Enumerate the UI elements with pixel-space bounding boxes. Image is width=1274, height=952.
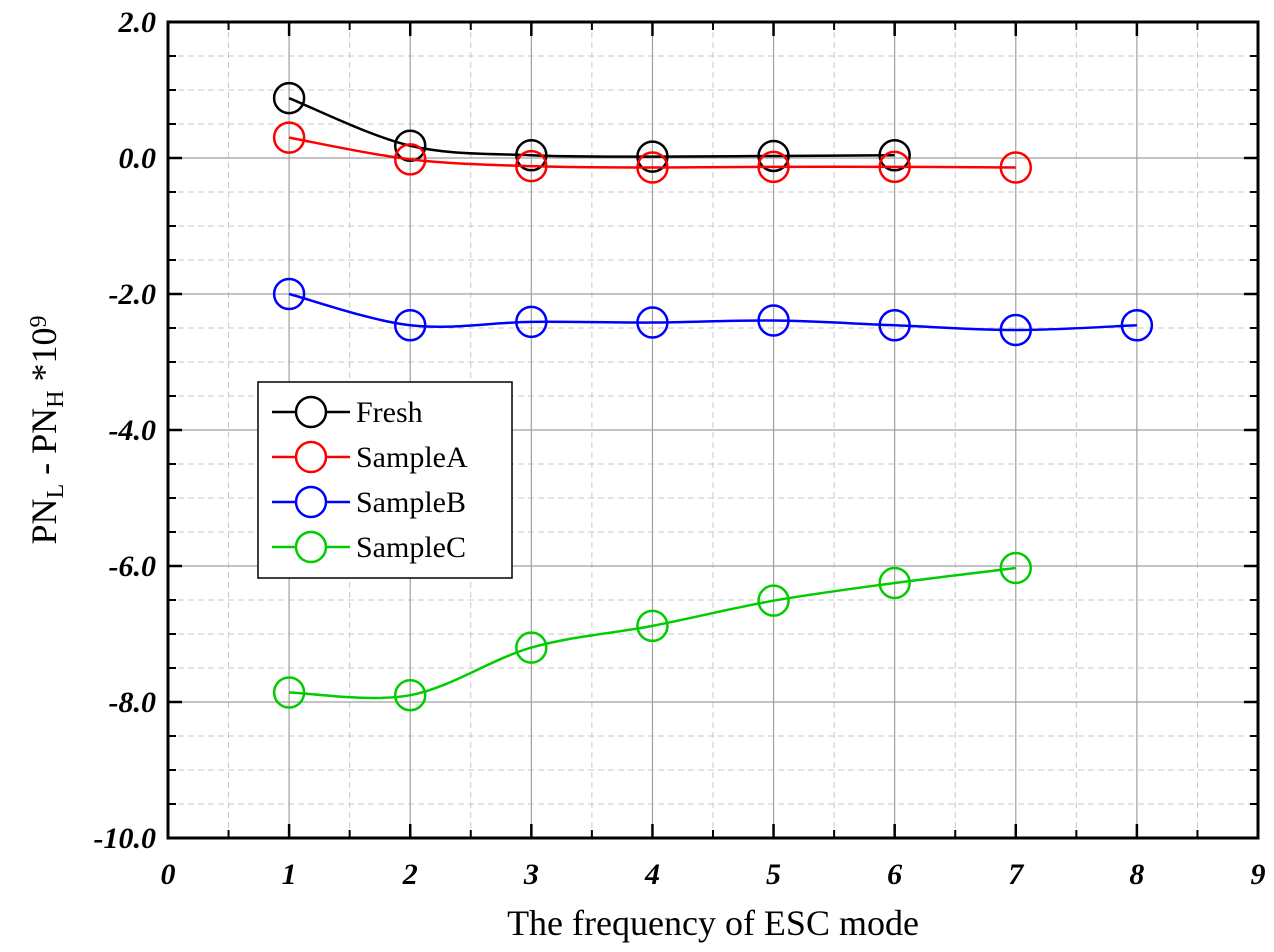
legend-marker	[294, 395, 328, 429]
legend-marker	[294, 485, 328, 519]
legend-item-sampleb: SampleB	[272, 485, 466, 519]
data-point-sampleb	[757, 304, 790, 337]
legend-marker	[294, 440, 328, 474]
y-tick-label: -2.0	[109, 278, 157, 311]
data-point-samplec	[515, 631, 548, 664]
y-tick-label: -8.0	[109, 686, 157, 719]
legend-item-samplea: SampleA	[272, 440, 468, 474]
data-point-samplec	[878, 566, 911, 600]
x-tick-label: 3	[523, 858, 539, 891]
data-point-fresh	[272, 81, 306, 115]
y-axis-title-part: 9	[26, 315, 52, 327]
data-point-samplea	[999, 151, 1033, 184]
grid	[168, 22, 1258, 838]
x-tick-label: 9	[1251, 858, 1266, 891]
data-point-sampleb	[1120, 309, 1154, 342]
y-axis-title-part: PN	[24, 499, 64, 545]
x-tick-label: 4	[644, 858, 660, 891]
axis-ticks	[166, 20, 1260, 840]
series-line-samplea	[288, 136, 1016, 169]
data-point-fresh	[636, 140, 669, 173]
data-point-samplea	[515, 149, 548, 183]
series-line-samplec	[289, 566, 1016, 700]
data-point-fresh	[515, 139, 548, 172]
y-tick-label: 2.0	[118, 6, 157, 39]
x-tick-label: 5	[766, 858, 781, 891]
legend-label: Fresh	[356, 396, 423, 429]
x-axis-title: The frequency of ESC mode	[507, 903, 919, 943]
legend: Fresh SampleA SampleB SampleC	[257, 381, 513, 579]
y-axis-title-part: L	[43, 484, 69, 499]
series-layer	[272, 81, 1154, 712]
series-line-sampleb	[288, 292, 1137, 332]
data-point-sampleb	[272, 277, 306, 311]
x-tick-label: 8	[1129, 858, 1144, 891]
series-samplea	[272, 121, 1033, 184]
x-tick-label: 2	[402, 858, 418, 891]
data-point-fresh	[393, 129, 427, 163]
legend-label: SampleA	[356, 441, 468, 474]
data-point-samplec	[757, 584, 790, 617]
data-point-samplec	[636, 609, 669, 643]
y-axis-title-part: H	[43, 390, 69, 407]
data-point-samplec	[272, 676, 306, 709]
y-tick-label: -6.0	[109, 550, 157, 583]
legend-item-samplec: SampleC	[272, 530, 466, 564]
data-point-sampleb	[636, 306, 669, 339]
data-point-samplea	[272, 121, 306, 154]
data-point-samplec	[999, 551, 1033, 585]
legend-label: SampleC	[356, 531, 466, 564]
y-axis-title-part: - PN	[24, 408, 64, 484]
y-axis-title: PNL - PNH *109	[24, 315, 69, 544]
x-tick-label: 7	[1008, 858, 1024, 891]
data-point-samplea	[757, 150, 790, 184]
series-fresh	[272, 81, 911, 173]
x-tick-label: 1	[282, 858, 297, 891]
data-point-sampleb	[999, 313, 1033, 347]
legend-item-fresh: Fresh	[272, 395, 423, 429]
y-axis-title-part: *10	[24, 327, 64, 390]
legend-marker	[294, 530, 328, 564]
data-point-samplea	[636, 151, 669, 184]
legend-label: SampleB	[356, 486, 466, 519]
y-tick-label: -10.0	[94, 822, 157, 855]
y-tick-label: -4.0	[109, 414, 157, 447]
data-point-fresh	[878, 139, 911, 172]
data-point-fresh	[757, 139, 790, 173]
x-tick-label: 0	[161, 858, 176, 891]
tick-labels: 0 1 2 3 4 5 6 7 8 9 -10.0 -8.0 -6.0 -4.0 -2.0 0.0 2.0	[94, 6, 1266, 891]
series-samplec	[272, 551, 1033, 712]
data-point-sampleb	[515, 305, 548, 339]
series-sampleb	[272, 277, 1154, 347]
x-tick-label: 6	[887, 858, 902, 891]
y-tick-label: 0.0	[119, 142, 157, 175]
data-point-samplea	[878, 150, 911, 184]
data-point-samplec	[393, 678, 427, 712]
data-point-samplea	[393, 143, 427, 176]
data-point-sampleb	[878, 309, 911, 342]
data-point-sampleb	[393, 309, 427, 342]
